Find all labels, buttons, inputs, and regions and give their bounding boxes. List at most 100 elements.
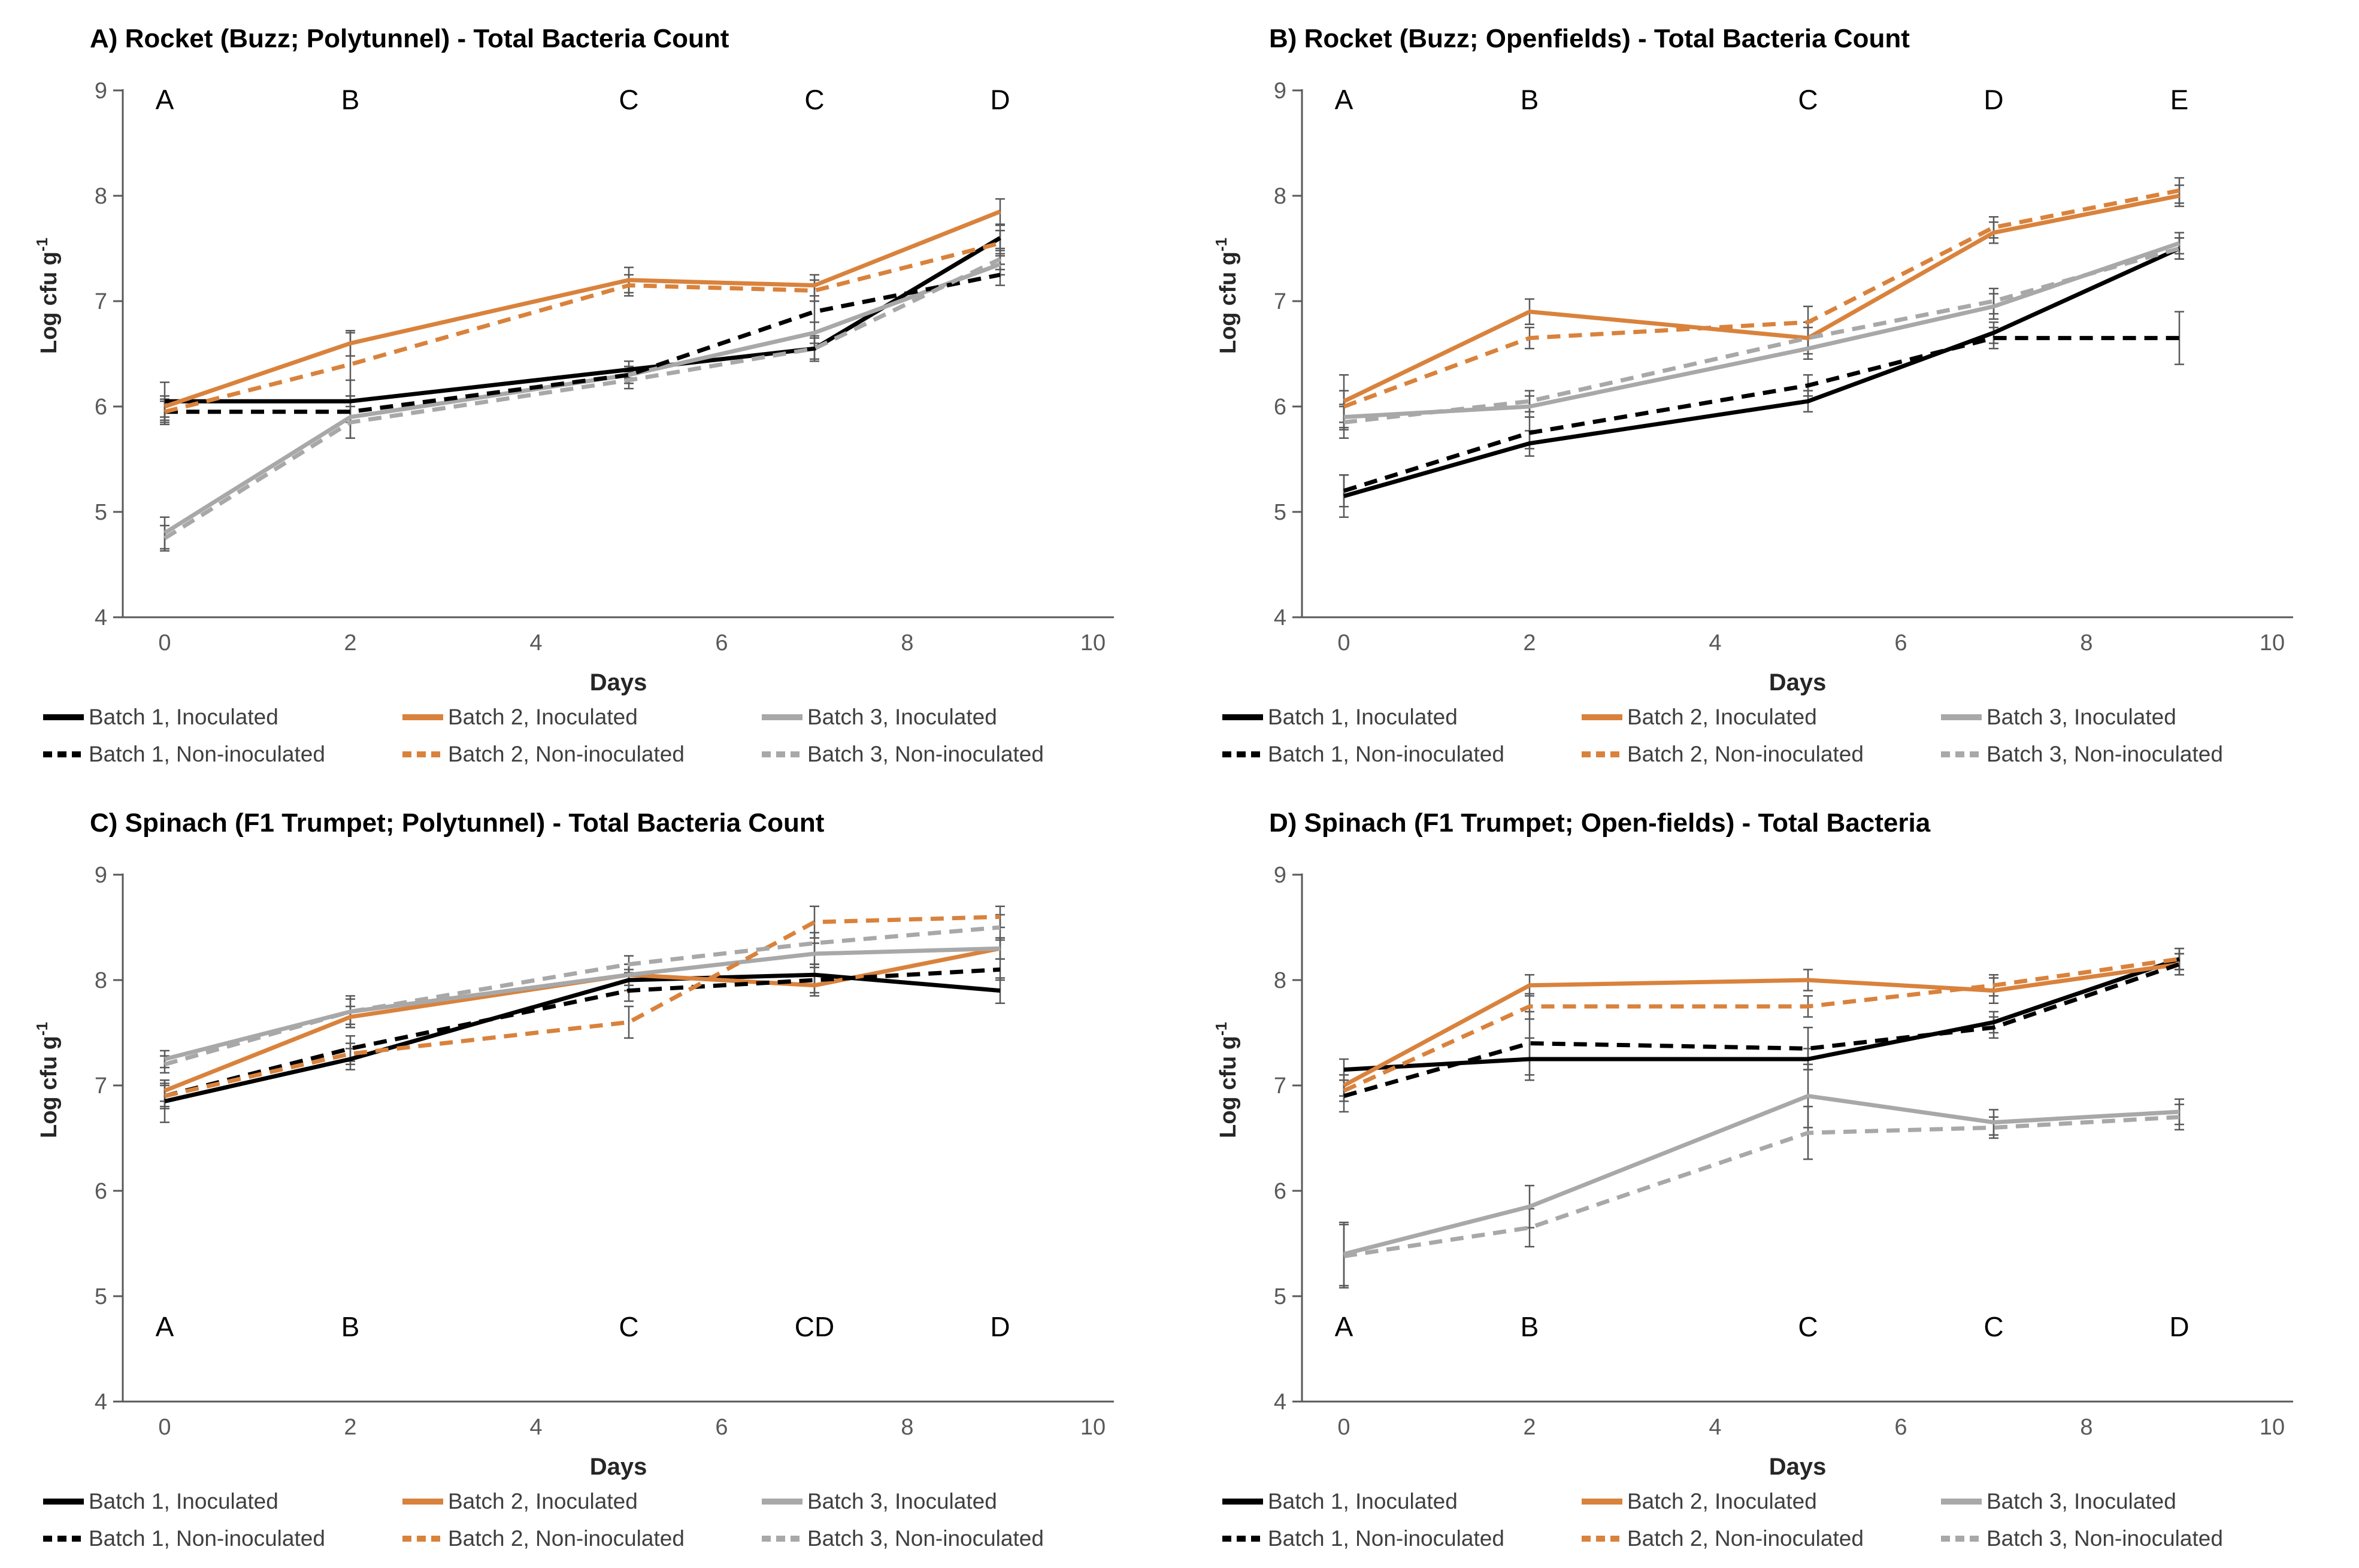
legend-swatch xyxy=(43,751,84,757)
panel-d: D) Spinach (F1 Trumpet; Open-fields) - T… xyxy=(1179,778,2359,1568)
significance-letter: A xyxy=(156,1311,174,1342)
x-tick-label: 6 xyxy=(715,1415,728,1440)
y-tick-label: 8 xyxy=(1274,968,1286,993)
legend-swatch xyxy=(43,714,84,720)
y-tick-label: 8 xyxy=(95,184,107,209)
y-axis-title: Log cfu g-1 xyxy=(36,1022,62,1138)
panel-b-chart: 9 8 7 6 5 4 0 2 4 6 8 10 Log cfu g-1 Days A B C D E xyxy=(1215,78,2293,696)
legend-swatch xyxy=(1941,1499,1982,1505)
legend-item-batch-1-inoculated: Batch 1, Inoculated xyxy=(1221,1489,1580,1514)
legend-item-batch-2-inoculated: Batch 2, Inoculated xyxy=(1580,1489,1940,1514)
x-tick-label: 4 xyxy=(1709,1415,1721,1440)
legend-swatch xyxy=(402,1499,443,1505)
error-bar xyxy=(1989,287,1998,315)
y-tick-label: 4 xyxy=(95,605,107,630)
x-tick-label: 10 xyxy=(2260,630,2285,656)
series-line-batch-3-inoculated xyxy=(164,946,1001,1061)
y-tick-label: 4 xyxy=(95,1390,107,1415)
error-bar xyxy=(2175,311,2184,365)
significance-letter: C xyxy=(619,84,638,116)
error-bar xyxy=(1339,1224,1349,1289)
panel-c-title: C) Spinach (F1 Trumpet; Polytunnel) - To… xyxy=(90,808,825,838)
legend-item-batch-1-non-inoculated: Batch 1, Non-inoculated xyxy=(1221,742,1580,767)
significance-letter: A xyxy=(1335,84,1353,116)
x-tick-label: 6 xyxy=(1894,1415,1907,1440)
legend-item-batch-2-inoculated: Batch 2, Inoculated xyxy=(401,705,761,730)
series-line-batch-1-non-inoculated xyxy=(165,272,1001,414)
legend-label: Batch 3, Non-inoculated xyxy=(1986,1526,2223,1551)
panel-a: A) Rocket (Buzz; Polytunnel) - Total Bac… xyxy=(0,0,1179,778)
legend-item-batch-3-non-inoculated: Batch 3, Non-inoculated xyxy=(761,1526,1132,1551)
panel-c-legend: Batch 1, Inoculated Batch 2, Inoculated Ba… xyxy=(42,1489,1179,1551)
series-line-batch-1-non-inoculated xyxy=(164,967,1001,1098)
series-line-batch-2-inoculated xyxy=(1343,193,2180,404)
panel-b-title: B) Rocket (Buzz; Openfields) - Total Bac… xyxy=(1269,24,1910,53)
legend-item-batch-3-non-inoculated: Batch 3, Non-inoculated xyxy=(1940,1526,2311,1551)
legend-label: Batch 3, Non-inoculated xyxy=(1986,742,2223,766)
panel-c: C) Spinach (F1 Trumpet; Polytunnel) - To… xyxy=(0,778,1179,1568)
x-tick-label: 10 xyxy=(1080,1415,1106,1440)
legend-swatch xyxy=(762,751,803,757)
series-line-batch-2-non-inoculated xyxy=(1343,188,2180,409)
x-tick-label: 6 xyxy=(1894,630,1907,656)
legend-swatch xyxy=(43,1499,84,1505)
y-tick-label: 5 xyxy=(95,500,107,525)
y-tick-label: 4 xyxy=(1274,1390,1286,1415)
x-tick-label: 8 xyxy=(901,630,913,656)
y-tick-label: 9 xyxy=(95,863,107,888)
x-tick-label: 2 xyxy=(1523,1415,1536,1440)
legend-swatch xyxy=(402,1536,443,1542)
legend-item-batch-1-non-inoculated: Batch 1, Non-inoculated xyxy=(42,1526,401,1551)
series-line-batch-3-non-inoculated xyxy=(164,925,1001,1067)
legend-swatch xyxy=(1941,1536,1982,1542)
x-tick-label: 0 xyxy=(1337,1415,1350,1440)
legend-item-batch-1-inoculated: Batch 1, Inoculated xyxy=(42,705,401,730)
legend-swatch xyxy=(1222,1536,1263,1542)
significance-letter: C xyxy=(619,1311,638,1342)
y-tick-label: 8 xyxy=(1274,184,1286,209)
y-tick-label: 4 xyxy=(1274,605,1286,630)
legend-item-batch-3-inoculated: Batch 3, Inoculated xyxy=(761,705,1132,730)
legend-item-batch-2-non-inoculated: Batch 2, Non-inoculated xyxy=(401,742,761,767)
legend-item-batch-1-non-inoculated: Batch 1, Non-inoculated xyxy=(42,742,401,767)
error-bar xyxy=(1339,474,1349,508)
series-line-batch-1-inoculated xyxy=(1343,246,2181,498)
legend-item-batch-2-inoculated: Batch 2, Inoculated xyxy=(1580,705,1940,730)
legend-swatch xyxy=(402,751,443,757)
x-axis-title: Days xyxy=(1769,669,1827,696)
series-line-batch-3-non-inoculated xyxy=(163,257,1001,540)
x-tick-label: 6 xyxy=(715,630,728,656)
legend-item-batch-2-non-inoculated: Batch 2, Non-inoculated xyxy=(1580,742,1940,767)
series-line-batch-2-non-inoculated xyxy=(164,914,1001,1099)
legend-label: Batch 1, Inoculated xyxy=(89,1489,278,1514)
legend-item-batch-1-inoculated: Batch 1, Inoculated xyxy=(1221,705,1580,730)
y-axis-title: Log cfu g-1 xyxy=(1215,1022,1241,1138)
y-tick-label: 5 xyxy=(1274,1284,1286,1309)
panel-b: B) Rocket (Buzz; Openfields) - Total Bac… xyxy=(1179,0,2359,778)
legend-label: Batch 3, Inoculated xyxy=(807,705,997,729)
y-axis-title: Log cfu g-1 xyxy=(1215,238,1241,354)
series-line-batch-2-inoculated xyxy=(1343,962,2180,1088)
series-line-batch-3-inoculated xyxy=(1343,241,2181,420)
legend-label: Batch 1, Non-inoculated xyxy=(1268,1526,1504,1551)
x-tick-label: 0 xyxy=(1337,630,1350,656)
y-tick-label: 8 xyxy=(95,968,107,993)
panel-a-title: A) Rocket (Buzz; Polytunnel) - Total Bac… xyxy=(90,24,729,53)
x-tick-label: 8 xyxy=(2080,1415,2092,1440)
significance-letter: C xyxy=(804,84,824,116)
legend-label: Batch 3, Non-inoculated xyxy=(807,1526,1044,1551)
legend-item-batch-3-non-inoculated: Batch 3, Non-inoculated xyxy=(1940,742,2311,767)
series-line-batch-3-inoculated xyxy=(163,262,1001,535)
legend-swatch xyxy=(762,1499,803,1505)
series-line-batch-1-inoculated xyxy=(164,972,1001,1103)
panel-b-legend: Batch 1, Inoculated Batch 2, Inoculated Ba… xyxy=(1221,705,2359,767)
legend-label: Batch 1, Non-inoculated xyxy=(1268,742,1504,766)
series-line-batch-3-inoculated xyxy=(1343,1094,2180,1256)
legend-swatch xyxy=(1941,714,1982,720)
y-tick-label: 7 xyxy=(1274,1073,1286,1099)
legend-label: Batch 2, Non-inoculated xyxy=(1627,1526,1864,1551)
y-tick-label: 6 xyxy=(1274,395,1286,420)
legend-item-batch-2-non-inoculated: Batch 2, Non-inoculated xyxy=(1580,1526,1940,1551)
y-tick-label: 7 xyxy=(1274,289,1286,314)
